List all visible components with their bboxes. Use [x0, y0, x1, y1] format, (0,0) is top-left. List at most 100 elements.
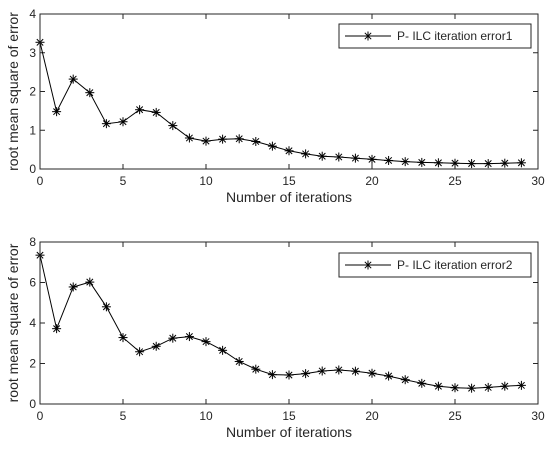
y-tick-labels-bottom: 0 2 4 6 8: [29, 235, 36, 411]
x-tick-labels-bottom: 0 5 10 15 20 25 30: [37, 409, 545, 423]
data-point: [168, 333, 178, 343]
data-point: [85, 277, 95, 287]
data-point: [251, 136, 261, 146]
data-point: [151, 341, 161, 351]
data-point: [85, 88, 95, 98]
axes-frame-top: [39, 13, 539, 170]
data-point: [184, 332, 194, 342]
data-point: [467, 159, 477, 169]
y-tick-label: 8: [29, 235, 36, 249]
data-point: [450, 158, 460, 168]
series-markers-error1: [35, 37, 526, 169]
data-point: [301, 369, 311, 379]
data-point: [135, 347, 145, 357]
legend-label-error1: P- ILC iteration error1: [397, 29, 513, 43]
legend-asterisk: [363, 31, 373, 41]
legend-asterisk: [363, 260, 373, 270]
data-point: [118, 333, 128, 343]
x-tick-label: 30: [531, 174, 545, 188]
data-point: [317, 366, 327, 376]
y-tick-labels-top: 0 1 2 3 4: [29, 7, 36, 176]
x-tick-label: 25: [448, 409, 462, 423]
data-point: [101, 302, 111, 312]
data-point: [218, 345, 228, 355]
data-point: [433, 158, 443, 168]
x-tick-label: 15: [282, 174, 296, 188]
data-point: [417, 157, 427, 167]
data-point: [301, 149, 311, 159]
data-point: [317, 151, 327, 161]
x-tick-label: 0: [37, 174, 44, 188]
legend-bottom: P- ILC iteration error2: [338, 252, 532, 278]
data-point: [52, 324, 62, 334]
data-point: [234, 356, 244, 366]
data-point: [367, 368, 377, 378]
data-point: [334, 152, 344, 162]
y-axis-label-top: root mean square of error: [5, 12, 21, 171]
y-tick-label: 3: [29, 46, 36, 60]
data-point: [218, 134, 228, 144]
axes-frame-bottom: [39, 241, 539, 405]
y-tick-label: 2: [29, 85, 36, 99]
x-tick-labels-top: 0 5 10 15 20 25 30: [37, 174, 545, 188]
data-point: [251, 364, 261, 374]
legend-marker-error1: [363, 31, 373, 41]
data-point: [417, 378, 427, 388]
data-point: [101, 119, 111, 129]
data-point: [467, 383, 477, 393]
x-tick-label: 30: [531, 409, 545, 423]
y-tick-label: 0: [29, 162, 36, 176]
x-axis-label-bottom: Number of iterations: [226, 424, 352, 440]
y-axis-label-bottom: root mean square of error: [5, 243, 21, 402]
x-tick-label: 20: [365, 174, 379, 188]
data-point: [516, 380, 526, 390]
data-point: [483, 159, 493, 169]
x-tick-label: 20: [365, 409, 379, 423]
data-point: [483, 382, 493, 392]
series-markers-error2: [35, 250, 526, 393]
data-point: [284, 146, 294, 156]
legend-top: P- ILC iteration error1: [338, 23, 532, 49]
x-axis-label-top: Number of iterations: [226, 189, 352, 205]
x-tick-label: 5: [120, 174, 127, 188]
data-point: [151, 107, 161, 117]
y-tick-label: 0: [29, 397, 36, 411]
y-tick-label: 6: [29, 276, 36, 290]
data-point: [384, 371, 394, 381]
data-point: [367, 154, 377, 164]
data-point: [500, 381, 510, 391]
legend-label-error2: P- ILC iteration error2: [397, 258, 513, 272]
legend-marker-error2: [363, 260, 373, 270]
y-tick-label: 4: [29, 316, 36, 330]
data-point: [334, 365, 344, 375]
data-point: [516, 158, 526, 168]
data-point: [52, 107, 62, 117]
data-point: [68, 282, 78, 292]
data-point: [433, 381, 443, 391]
data-point: [201, 136, 211, 146]
y-tick-label: 1: [29, 123, 36, 137]
x-tick-label: 25: [448, 174, 462, 188]
data-point: [450, 383, 460, 393]
data-point: [118, 117, 128, 127]
data-point: [68, 74, 78, 84]
data-point: [284, 370, 294, 380]
y-tick-label: 2: [29, 357, 36, 371]
y-tick-label: 4: [29, 7, 36, 21]
data-point: [400, 375, 410, 385]
x-tick-label: 0: [37, 409, 44, 423]
data-point: [500, 158, 510, 168]
data-point: [135, 105, 145, 115]
data-point: [201, 337, 211, 347]
x-tick-label: 15: [282, 409, 296, 423]
data-point: [267, 141, 277, 151]
data-point: [234, 134, 244, 144]
data-point: [384, 155, 394, 165]
data-point: [350, 153, 360, 163]
data-point: [184, 133, 194, 143]
x-tick-label: 10: [199, 174, 213, 188]
data-point: [168, 121, 178, 131]
